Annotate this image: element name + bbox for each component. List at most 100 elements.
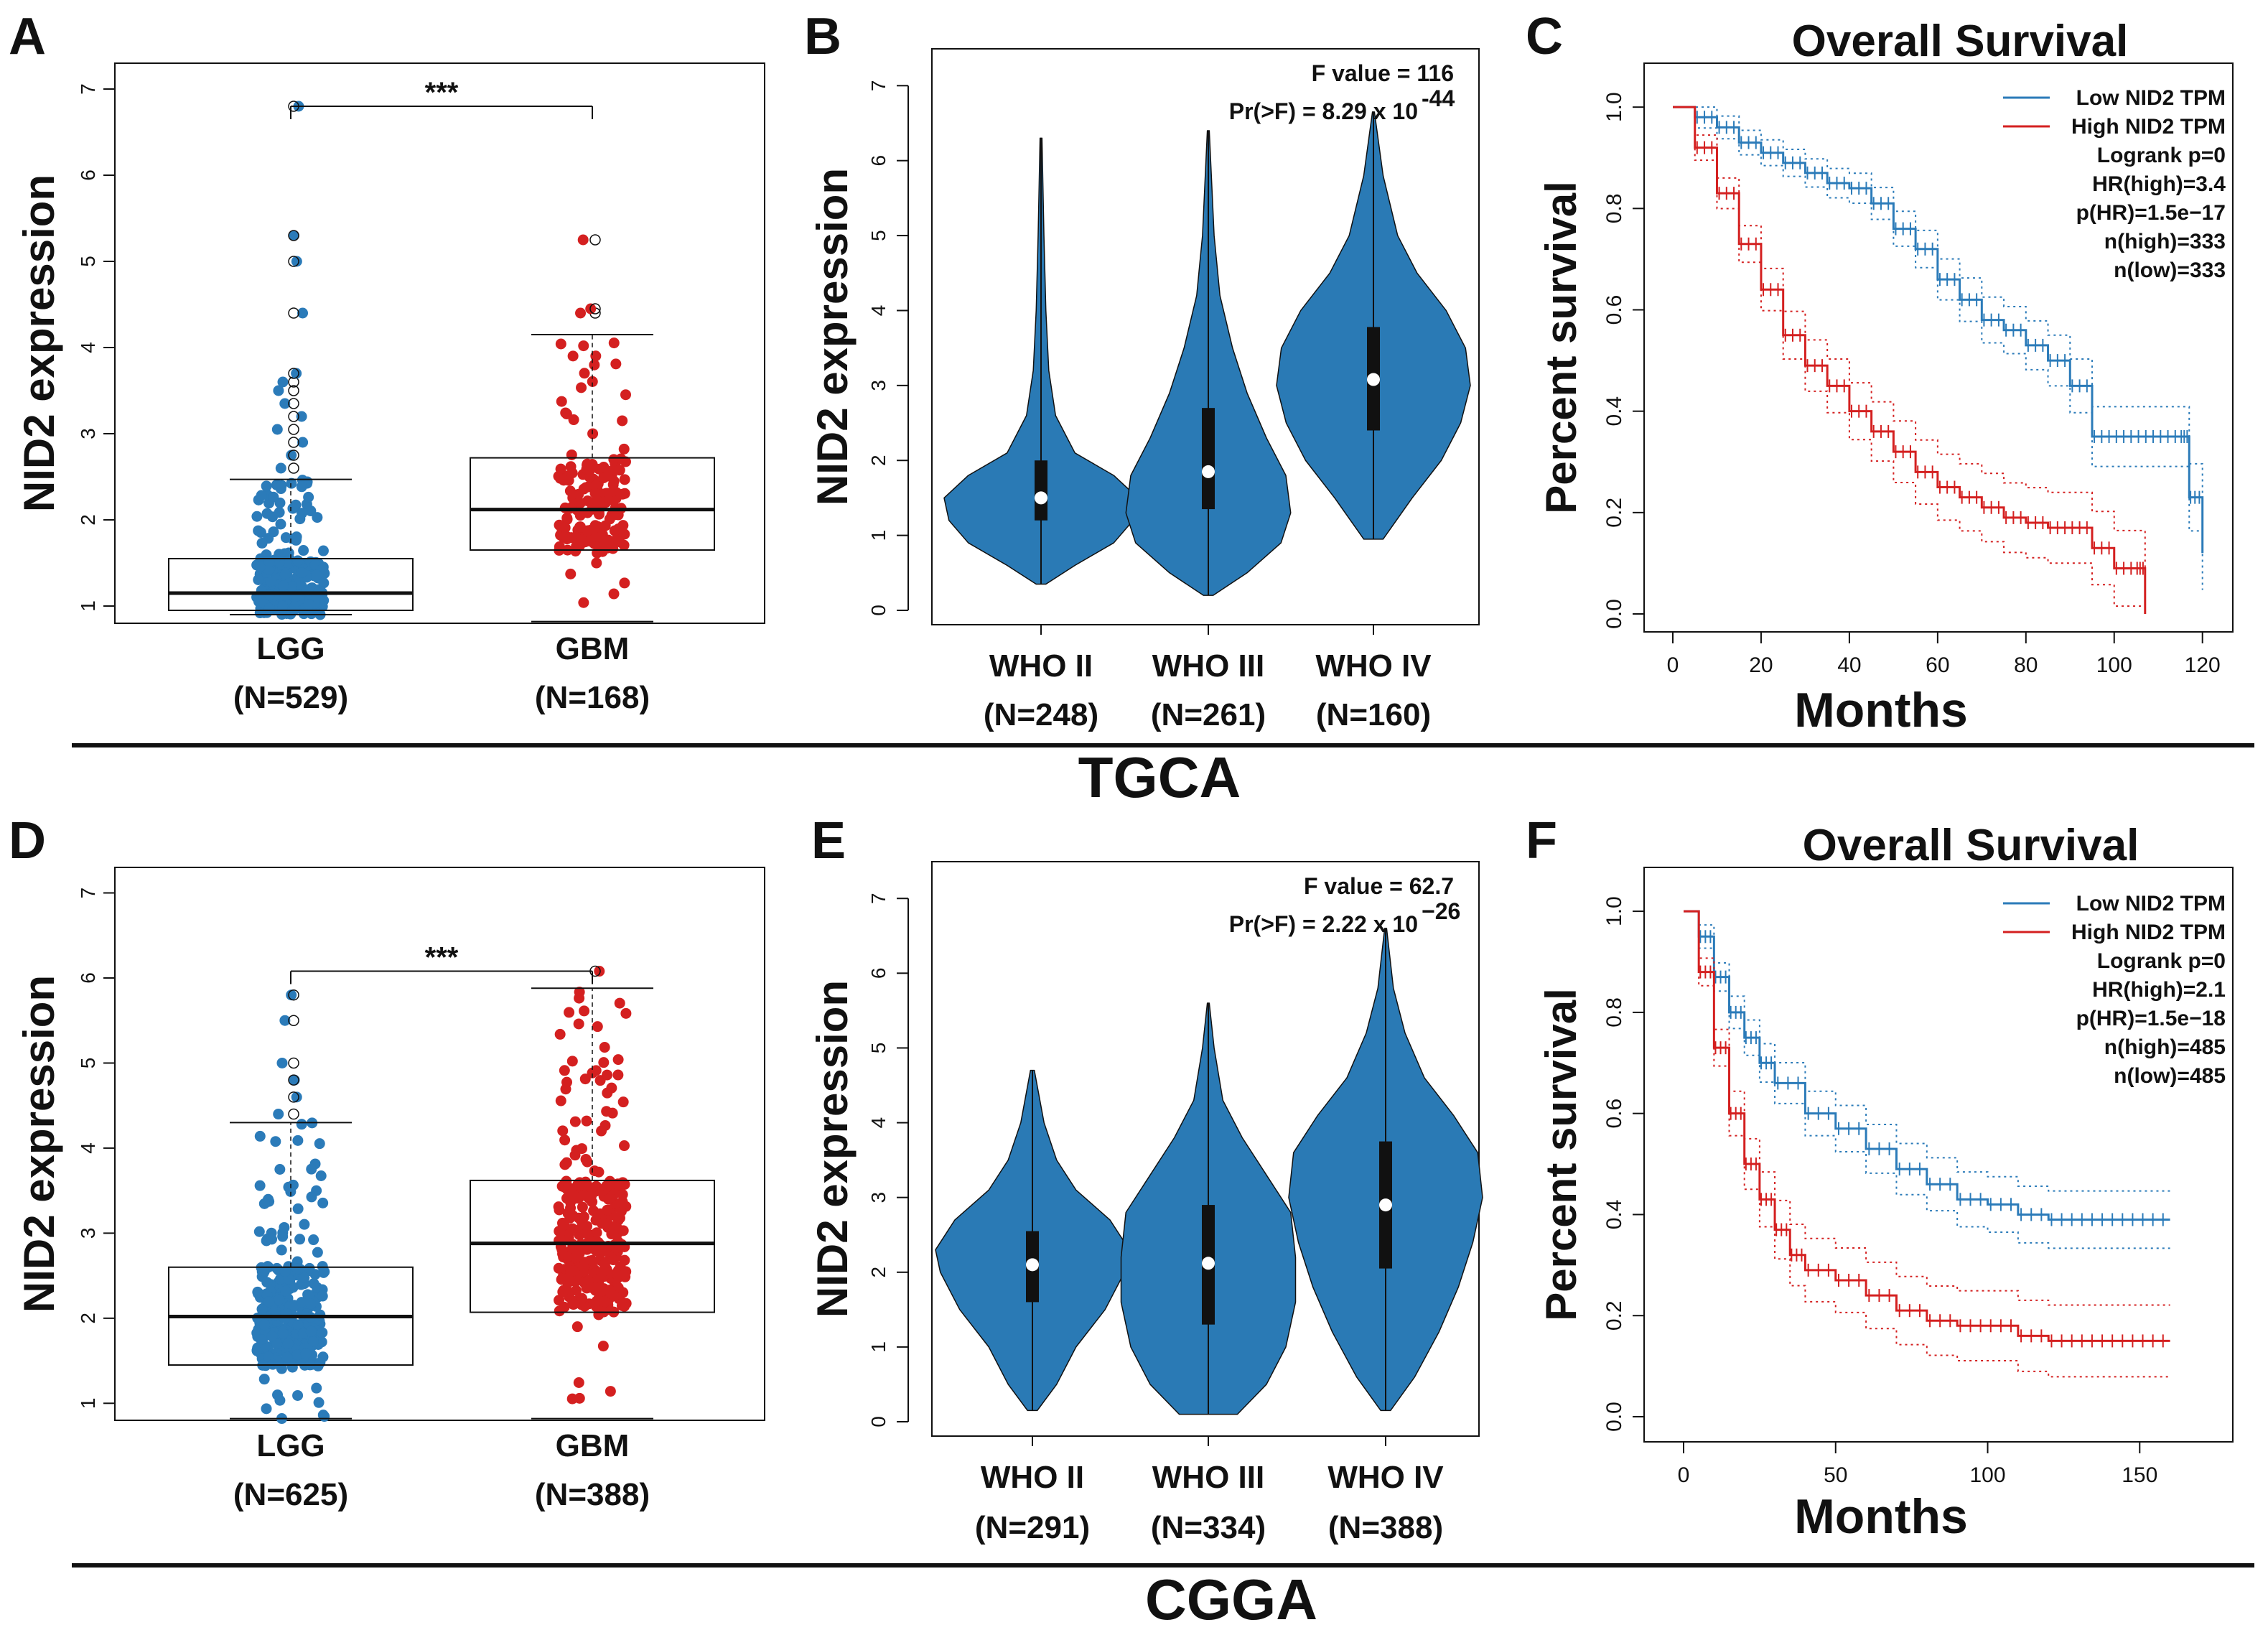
chart-title: Overall Survival xyxy=(1792,17,2129,66)
data-point xyxy=(291,1091,302,1103)
panel-label-f: F xyxy=(1526,812,1557,870)
y-tick-label: 0.8 xyxy=(1602,997,1626,1028)
data-point xyxy=(258,1319,270,1331)
data-point xyxy=(573,1377,584,1389)
y-tick-label: 0 xyxy=(867,1416,890,1427)
survival-curve xyxy=(1684,910,2170,1342)
panel-label-d: D xyxy=(9,812,46,870)
y-tick-label: 2 xyxy=(77,1313,99,1324)
x-tick-label: 80 xyxy=(2014,653,2038,677)
data-point xyxy=(565,568,577,579)
outlier-marker xyxy=(288,411,299,422)
violin-median-dot xyxy=(1367,373,1380,386)
y-tick-label: 5 xyxy=(77,256,99,267)
data-point xyxy=(606,1229,617,1240)
data-point xyxy=(608,337,620,349)
data-point xyxy=(608,454,620,465)
data-point xyxy=(581,1115,592,1127)
y-tick-label: 6 xyxy=(77,972,99,984)
data-point xyxy=(317,1290,328,1302)
data-point xyxy=(291,256,302,267)
y-tick-label: 2 xyxy=(867,455,890,466)
pr-label: Pr(>F) = 2.22 x 10 xyxy=(1229,911,1418,937)
data-point xyxy=(314,1357,326,1369)
data-point xyxy=(256,1303,268,1315)
data-point xyxy=(283,547,294,559)
data-point xyxy=(278,580,289,592)
y-tick-label: 0.6 xyxy=(1602,1099,1626,1129)
data-point xyxy=(292,1203,304,1214)
y-tick-label: 0.4 xyxy=(1602,396,1626,427)
y-tick-label: 5 xyxy=(867,1043,890,1054)
violin-median-dot xyxy=(1202,465,1215,478)
y-tick-label: 4 xyxy=(77,1142,99,1154)
data-point xyxy=(574,992,585,1004)
x-tick-label: WHO II xyxy=(981,1460,1084,1495)
data-point xyxy=(256,1333,267,1345)
data-point xyxy=(315,1170,327,1182)
data-point xyxy=(619,1254,630,1266)
data-point xyxy=(274,1294,285,1305)
data-point xyxy=(570,1252,582,1264)
data-point xyxy=(616,1300,627,1311)
panel-e-violin: 0 1 2 3 4 5 6 7 NID2 expression WHO II (N=291) WHO … xyxy=(808,861,1483,1545)
panel-label-b: B xyxy=(804,8,841,65)
data-point xyxy=(296,1297,307,1308)
data-point xyxy=(555,338,566,350)
outlier-marker xyxy=(288,424,299,435)
x-axis-title: Months xyxy=(1794,1489,1968,1544)
data-point xyxy=(619,1140,630,1152)
data-point xyxy=(557,1217,569,1229)
violin-iqr-box xyxy=(1035,460,1047,521)
data-point xyxy=(607,1254,619,1266)
y-tick-label: 1 xyxy=(867,530,890,541)
data-point xyxy=(297,437,309,448)
data-point xyxy=(596,1125,607,1137)
data-point xyxy=(283,1181,294,1193)
data-point xyxy=(557,1125,569,1137)
data-point xyxy=(292,555,304,567)
y-tick-label: 0.8 xyxy=(1602,193,1626,223)
data-point xyxy=(573,1018,584,1030)
data-point xyxy=(619,1178,630,1190)
data-point xyxy=(574,1392,585,1404)
panel-label-a: A xyxy=(9,8,46,65)
stat-label: n(high)=485 xyxy=(2104,1035,2226,1059)
y-tick-label: 7 xyxy=(77,83,99,95)
stat-label: p(HR)=1.5e−18 xyxy=(2076,1007,2226,1030)
data-point xyxy=(306,1191,317,1203)
data-point xyxy=(559,522,571,534)
data-point xyxy=(280,1285,291,1297)
x-group-n: (N=625) xyxy=(233,1477,348,1512)
panel-f-survival: Overall Survival 0.0 0.2 0.4 0.6 0.8 1.0 0 50 100… xyxy=(1537,821,2234,1544)
y-axis-title: Percent survival xyxy=(1537,181,1585,514)
y-tick-label: 7 xyxy=(867,80,890,92)
data-point xyxy=(597,1341,609,1352)
survival-curve xyxy=(1673,106,2204,554)
data-point xyxy=(619,577,630,589)
outlier-marker xyxy=(288,307,299,319)
data-point xyxy=(291,1263,303,1275)
data-point xyxy=(575,307,587,319)
data-point xyxy=(566,1188,578,1199)
data-point xyxy=(583,1193,594,1204)
data-point xyxy=(276,1363,287,1374)
data-point xyxy=(265,576,276,587)
data-point xyxy=(603,1193,615,1205)
panel-b-violin: 0 1 2 3 4 5 6 7 NID2 expression WHO II (N=248) WHO … xyxy=(808,48,1480,732)
y-axis-title: NID2 expression xyxy=(808,980,857,1318)
stat-label: Logrank p=0 xyxy=(2097,949,2226,973)
plot-frame xyxy=(1643,62,2234,633)
y-tick-label: 6 xyxy=(867,155,890,167)
data-point xyxy=(273,385,284,396)
data-point xyxy=(254,1180,266,1191)
data-point xyxy=(253,1226,265,1237)
stat-label: p(HR)=1.5e−17 xyxy=(2076,201,2226,225)
plot-frame xyxy=(1643,867,2234,1443)
data-point xyxy=(609,525,620,536)
data-point xyxy=(599,1296,611,1308)
x-tick-label: 0 xyxy=(1667,653,1679,677)
data-point xyxy=(277,600,289,612)
data-point xyxy=(251,511,263,522)
data-point xyxy=(282,1338,294,1349)
